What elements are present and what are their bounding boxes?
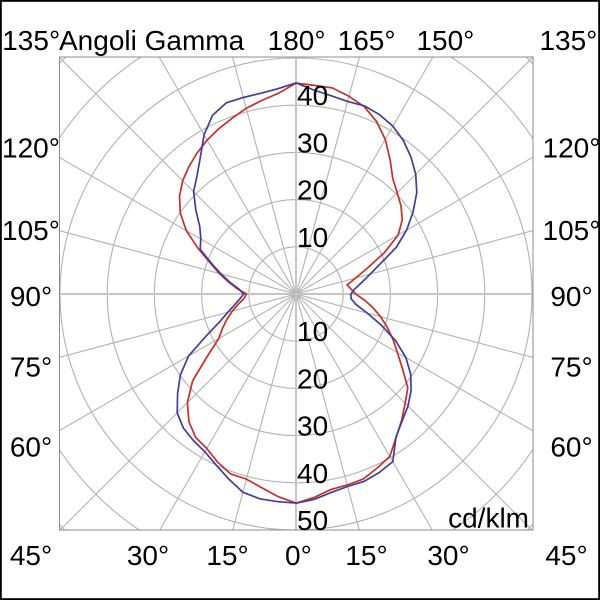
svg-text:30°: 30°: [427, 540, 469, 571]
svg-text:30: 30: [297, 411, 328, 442]
svg-text:90°: 90°: [10, 281, 52, 312]
svg-text:50: 50: [297, 505, 328, 536]
svg-text:20: 20: [297, 175, 328, 206]
svg-text:75°: 75°: [10, 352, 52, 383]
svg-text:45°: 45°: [545, 540, 587, 571]
svg-text:30°: 30°: [127, 540, 169, 571]
svg-text:10: 10: [297, 222, 328, 253]
svg-text:150°: 150°: [416, 25, 474, 56]
svg-text:120°: 120°: [2, 133, 60, 164]
svg-text:20: 20: [297, 363, 328, 394]
svg-text:Angoli Gamma: Angoli Gamma: [59, 25, 245, 56]
svg-text:120°: 120°: [543, 133, 600, 164]
svg-text:105°: 105°: [2, 215, 60, 246]
svg-text:60°: 60°: [550, 432, 592, 463]
svg-text:165°: 165°: [338, 25, 396, 56]
svg-text:105°: 105°: [543, 215, 600, 246]
svg-text:0°: 0°: [285, 540, 312, 571]
svg-text:180°: 180°: [268, 25, 326, 56]
svg-text:10: 10: [297, 316, 328, 347]
svg-text:135°: 135°: [2, 25, 60, 56]
svg-text:cd/klm: cd/klm: [448, 503, 529, 534]
svg-text:60°: 60°: [10, 432, 52, 463]
svg-text:90°: 90°: [550, 281, 592, 312]
svg-text:30: 30: [297, 127, 328, 158]
svg-text:40: 40: [297, 80, 328, 111]
svg-text:135°: 135°: [539, 25, 597, 56]
svg-text:15°: 15°: [206, 540, 248, 571]
svg-text:45°: 45°: [10, 540, 52, 571]
svg-text:15°: 15°: [345, 540, 387, 571]
svg-text:75°: 75°: [550, 352, 592, 383]
svg-text:40: 40: [297, 458, 328, 489]
